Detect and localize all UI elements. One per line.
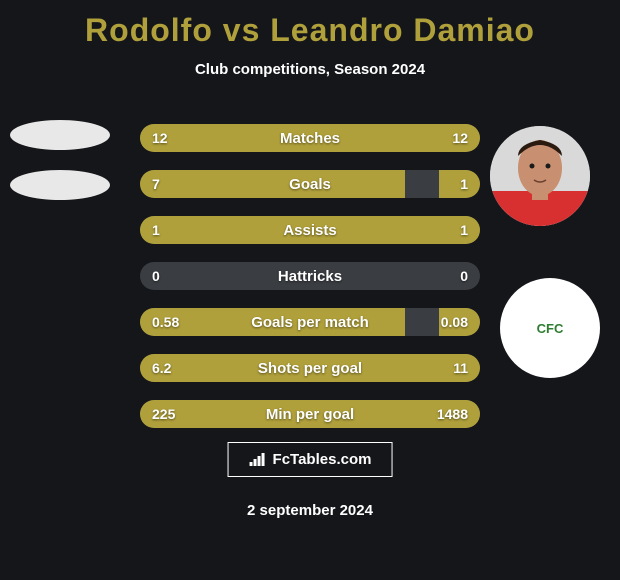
- stats-table: 12Matches127Goals11Assists10Hattricks00.…: [140, 124, 480, 428]
- player-portrait-icon: [490, 126, 590, 226]
- club-badge-text: CFC: [537, 321, 564, 336]
- stat-row: 225Min per goal1488: [140, 400, 480, 428]
- stat-label: Min per goal: [140, 400, 480, 428]
- stat-value-right: 1488: [437, 400, 468, 428]
- player1-avatar-placeholder: [10, 120, 110, 200]
- stat-row: 1Assists1: [140, 216, 480, 244]
- comparison-card: Rodolfo vs Leandro Damiao Club competiti…: [0, 0, 620, 580]
- player2-avatar: [490, 126, 590, 226]
- stat-label: Hattricks: [140, 262, 480, 290]
- date-text: 2 september 2024: [0, 502, 620, 519]
- placeholder-ellipse-1: [10, 120, 110, 150]
- branding-text: FcTables.com: [273, 451, 372, 468]
- vs-text: vs: [223, 12, 261, 48]
- stat-label: Matches: [140, 124, 480, 152]
- stat-value-right: 0: [460, 262, 468, 290]
- stat-row: 6.2Shots per goal11: [140, 354, 480, 382]
- stat-value-right: 11: [453, 354, 468, 382]
- player1-name: Rodolfo: [85, 12, 213, 48]
- stat-value-right: 1: [460, 216, 468, 244]
- stat-value-right: 0.08: [441, 308, 468, 336]
- chart-icon: [249, 453, 267, 467]
- stat-value-right: 1: [460, 170, 468, 198]
- subtitle: Club competitions, Season 2024: [0, 61, 620, 78]
- stat-row: 7Goals1: [140, 170, 480, 198]
- player2-name: Leandro Damiao: [270, 12, 535, 48]
- stat-label: Shots per goal: [140, 354, 480, 382]
- stat-label: Assists: [140, 216, 480, 244]
- player2-club-badge: CFC: [500, 278, 600, 378]
- page-title: Rodolfo vs Leandro Damiao: [0, 0, 620, 49]
- stat-row: 0.58Goals per match0.08: [140, 308, 480, 336]
- stat-row: 0Hattricks0: [140, 262, 480, 290]
- branding-badge: FcTables.com: [228, 442, 393, 477]
- stat-label: Goals: [140, 170, 480, 198]
- stat-value-right: 12: [452, 124, 468, 152]
- placeholder-ellipse-2: [10, 170, 110, 200]
- stat-label: Goals per match: [140, 308, 480, 336]
- stat-row: 12Matches12: [140, 124, 480, 152]
